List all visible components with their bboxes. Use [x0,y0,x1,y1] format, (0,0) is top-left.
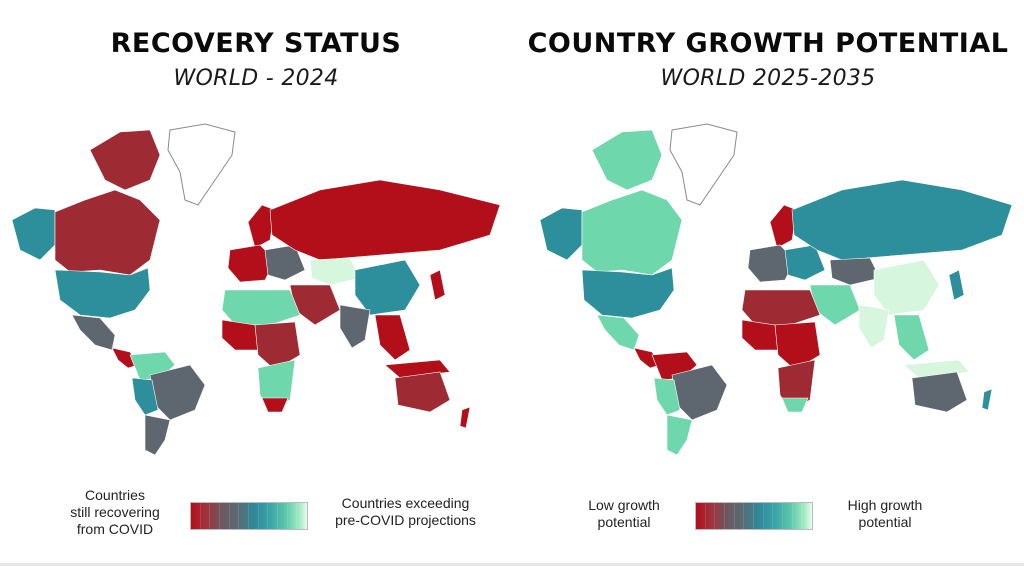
growth-potential-subtitle: WORLD 2025-2035 [660,66,876,91]
recovery-status-panel: RECOVERY STATUS WORLD - 2024 [11,28,501,537]
south-africa [261,397,289,413]
new-zealand [981,388,993,411]
growth-legend-high-label: High growth potential [847,497,923,530]
australia [911,371,968,413]
recovery-status-subtitle: WORLD - 2024 [173,66,339,91]
central-america [111,347,139,369]
india [339,304,371,349]
japan [948,269,965,301]
japan [429,269,446,301]
bottom-divider [0,563,1024,566]
brazil [149,364,206,421]
greenland [167,123,236,206]
central-america [633,347,661,369]
peru-bolivia [131,377,159,416]
canada [581,189,683,276]
argentina [666,414,693,456]
west-africa [741,319,779,351]
north-africa [741,289,821,326]
kazakhstan [309,257,361,286]
canada-arctic [89,129,161,191]
greenland [669,123,738,206]
china [873,259,940,316]
argentina [144,414,171,456]
canada [54,189,161,276]
alaska [539,207,583,261]
western-europe [227,244,276,283]
russia [791,179,1013,261]
se-asia [374,314,411,361]
mexico [596,314,640,351]
north-africa [221,289,301,326]
eastern-europe [784,244,826,281]
kazakhstan [829,257,881,286]
south-africa [781,397,809,413]
west-africa [221,319,259,351]
growth-world-map [539,123,1013,456]
alaska [11,207,56,261]
se-asia [893,314,930,361]
recovery-legend-high-label: Countries exceeding pre-COVID projection… [335,495,476,528]
russia [269,179,501,261]
china [354,259,421,316]
recovery-legend-gradient [190,502,308,530]
new-zealand [459,406,471,429]
peru-bolivia [653,377,681,416]
recovery-world-map [11,123,501,456]
growth-legend-gradient [695,502,813,530]
australia [394,371,451,413]
western-europe [747,244,796,283]
canada-arctic [591,129,663,191]
growth-legend-low-label: Low growth potential [588,497,660,530]
recovery-legend-low-label: Countries still recovering from COVID [70,487,160,537]
usa [54,267,151,319]
growth-potential-title: COUNTRY GROWTH POTENTIAL [527,28,1009,59]
middle-east [289,284,341,326]
growth-potential-panel: COUNTRY GROWTH POTENTIAL WORLD 2025-2035 [512,0,1024,566]
middle-east [809,284,861,326]
india [858,304,890,349]
mexico [71,314,116,351]
recovery-status-title: RECOVERY STATUS [110,28,402,59]
usa [581,267,675,319]
brazil [671,364,728,421]
